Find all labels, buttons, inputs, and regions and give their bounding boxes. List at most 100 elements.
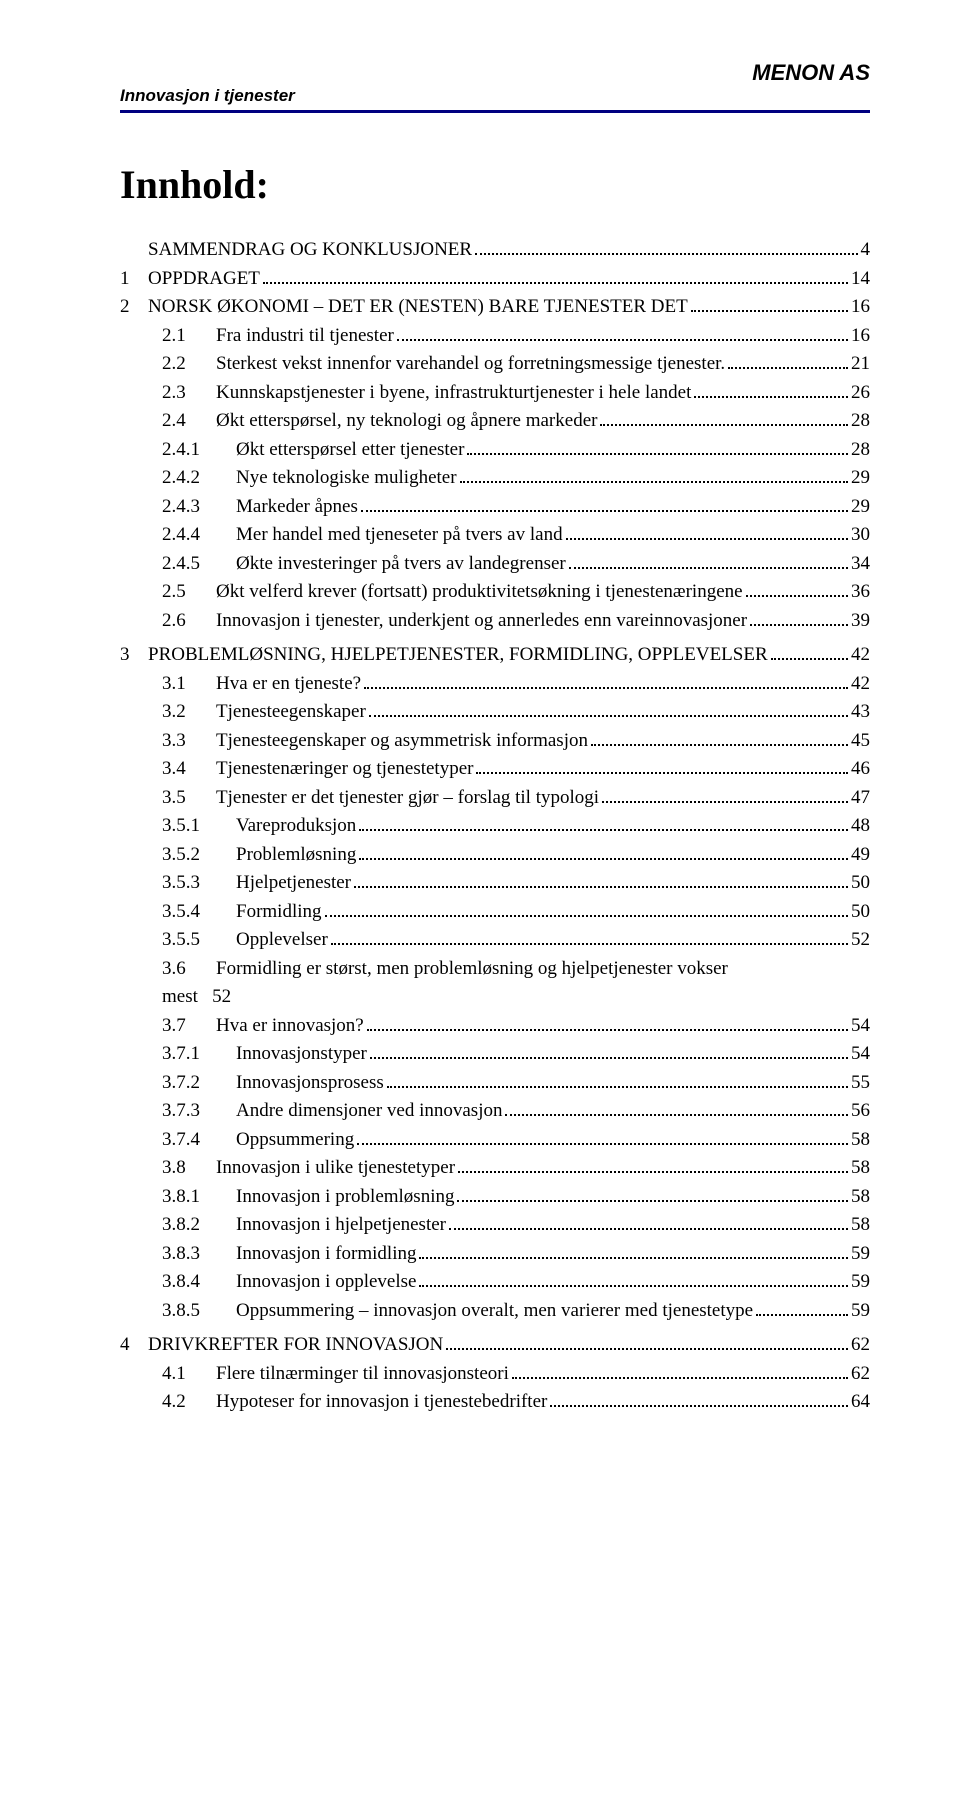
toc-entry: 3.5.1Vareproduksjon48	[120, 812, 870, 841]
toc-text: Innovasjon i opplevelse	[236, 1268, 416, 1297]
toc-number: 3.1	[162, 670, 216, 699]
toc-page: 62	[851, 1331, 870, 1360]
toc-leader-dots	[475, 253, 857, 255]
toc-leader-dots	[369, 715, 848, 717]
toc-page: 64	[851, 1388, 870, 1417]
toc-number: 2.6	[162, 607, 216, 636]
toc-leader-dots	[331, 943, 848, 945]
toc-entry: 3.7.3Andre dimensjoner ved innovasjon56	[120, 1097, 870, 1126]
toc-page: 43	[851, 698, 870, 727]
toc-entry: 3.7.4Oppsummering58	[120, 1126, 870, 1155]
toc-entry: 3.5.3Hjelpetjenester50	[120, 869, 870, 898]
toc-leader-dots	[756, 1314, 848, 1316]
toc-text: Formidling er størst, men problemløsning…	[216, 958, 728, 979]
toc-leader-dots	[387, 1086, 848, 1088]
toc-entry: 3.5.2Problemløsning49	[120, 841, 870, 870]
toc-entry: 3.8Innovasjon i ulike tjenestetyper58	[120, 1154, 870, 1183]
toc-text: Innovasjonsprosess	[236, 1069, 384, 1098]
table-of-contents: SAMMENDRAG OG KONKLUSJONER41OPPDRAGET142…	[120, 236, 870, 1417]
toc-entry: 2.6Innovasjon i tjenester, underkjent og…	[120, 607, 870, 636]
report-title-header: Innovasjon i tjenester	[120, 86, 870, 106]
toc-number: 3.7.4	[162, 1126, 236, 1155]
toc-number: 2.2	[162, 350, 216, 379]
toc-number: 3.8	[162, 1154, 216, 1183]
toc-leader-dots	[460, 481, 848, 483]
toc-entry: 3.2Tjenesteegenskaper43	[120, 698, 870, 727]
header-rule	[120, 110, 870, 113]
toc-number: 3.8.2	[162, 1211, 236, 1240]
toc-number: 2.4.3	[162, 493, 236, 522]
toc-page: 56	[851, 1097, 870, 1126]
toc-number: 3.7.1	[162, 1040, 236, 1069]
toc-text: Flere tilnærminger til innovasjonsteori	[216, 1360, 509, 1389]
toc-page: 50	[851, 898, 870, 927]
toc-entry: 3.8.5Oppsummering – innovasjon overalt, …	[120, 1297, 870, 1326]
toc-page: 58	[851, 1154, 870, 1183]
toc-page: 29	[851, 464, 870, 493]
toc-entry: 3.8.2Innovasjon i hjelpetjenester58	[120, 1211, 870, 1240]
toc-number: 3.8.5	[162, 1297, 236, 1326]
toc-entry: 3.6Formidling er størst, men problemløsn…	[120, 955, 870, 1012]
toc-leader-dots	[600, 424, 848, 426]
toc-text: Innovasjon i tjenester, underkjent og an…	[216, 607, 747, 636]
toc-text: Tjenestenæringer og tjenestetyper	[216, 755, 473, 784]
toc-entry: 3.8.4Innovasjon i opplevelse59	[120, 1268, 870, 1297]
toc-entry: 2.1Fra industri til tjenester 16	[120, 322, 870, 351]
toc-number: 2.1	[162, 322, 216, 351]
toc-page: 4	[861, 236, 871, 265]
toc-entry: 3.5Tjenester er det tjenester gjør – for…	[120, 784, 870, 813]
toc-entry: 3.7Hva er innovasjon?54	[120, 1012, 870, 1041]
toc-text: Mer handel med tjeneseter på tvers av la…	[236, 521, 563, 550]
toc-page: 58	[851, 1211, 870, 1240]
toc-leader-dots	[771, 658, 848, 660]
toc-number: 3.5.4	[162, 898, 236, 927]
toc-leader-dots	[694, 396, 848, 398]
toc-leader-dots	[691, 310, 848, 312]
toc-number: 2.4	[162, 407, 216, 436]
toc-text: Tjenesteegenskaper og asymmetrisk inform…	[216, 727, 588, 756]
toc-number: 3.5.2	[162, 841, 236, 870]
toc-number: 3.6	[162, 955, 216, 984]
toc-entry: 2.4.1Økt etterspørsel etter tjenester28	[120, 436, 870, 465]
toc-number: 2.4.5	[162, 550, 236, 579]
toc-entry: 2.2Sterkest vekst innenfor varehandel og…	[120, 350, 870, 379]
toc-text: Innovasjonstyper	[236, 1040, 367, 1069]
toc-leader-dots	[419, 1285, 848, 1287]
toc-number: 3.8.3	[162, 1240, 236, 1269]
toc-leader-dots	[357, 1143, 848, 1145]
toc-leader-dots	[476, 772, 848, 774]
toc-leader-dots	[370, 1057, 848, 1059]
toc-number: 2.4.4	[162, 521, 236, 550]
toc-page: 59	[851, 1297, 870, 1326]
toc-page: 50	[851, 869, 870, 898]
toc-entry: 3.8.3Innovasjon i formidling59	[120, 1240, 870, 1269]
toc-page: 52	[212, 986, 231, 1007]
company-name: MENON AS	[120, 60, 870, 86]
toc-page: 58	[851, 1126, 870, 1155]
toc-page: 21	[851, 350, 870, 379]
toc-entry: 2.4.5Økte investeringer på tvers av land…	[120, 550, 870, 579]
toc-page: 28	[851, 407, 870, 436]
toc-entry: 1OPPDRAGET14	[120, 265, 870, 294]
toc-page: 36	[851, 578, 870, 607]
toc-number: 3.7.3	[162, 1097, 236, 1126]
toc-text: Hva er innovasjon?	[216, 1012, 364, 1041]
toc-leader-dots	[591, 744, 848, 746]
toc-page: 16	[851, 322, 870, 351]
toc-leader-dots	[354, 886, 848, 888]
toc-entry: 2.3Kunnskapstjenester i byene, infrastru…	[120, 379, 870, 408]
toc-leader-dots	[359, 858, 848, 860]
toc-page: 39	[851, 607, 870, 636]
toc-text: Problemløsning	[236, 841, 356, 870]
toc-entry: 4.1Flere tilnærminger til innovasjonsteo…	[120, 1360, 870, 1389]
toc-text: Formidling	[236, 898, 322, 927]
toc-text: Vareproduksjon	[236, 812, 356, 841]
toc-number: 3.2	[162, 698, 216, 727]
toc-leader-dots	[449, 1228, 848, 1230]
toc-text: Hva er en tjeneste?	[216, 670, 361, 699]
toc-number: 3.7.2	[162, 1069, 236, 1098]
toc-text-cont: mest	[162, 986, 212, 1007]
toc-leader-dots	[397, 339, 848, 341]
toc-entry: 2NORSK ØKONOMI – DET ER (NESTEN) BARE TJ…	[120, 293, 870, 322]
toc-text: Fra industri til tjenester	[216, 322, 394, 351]
